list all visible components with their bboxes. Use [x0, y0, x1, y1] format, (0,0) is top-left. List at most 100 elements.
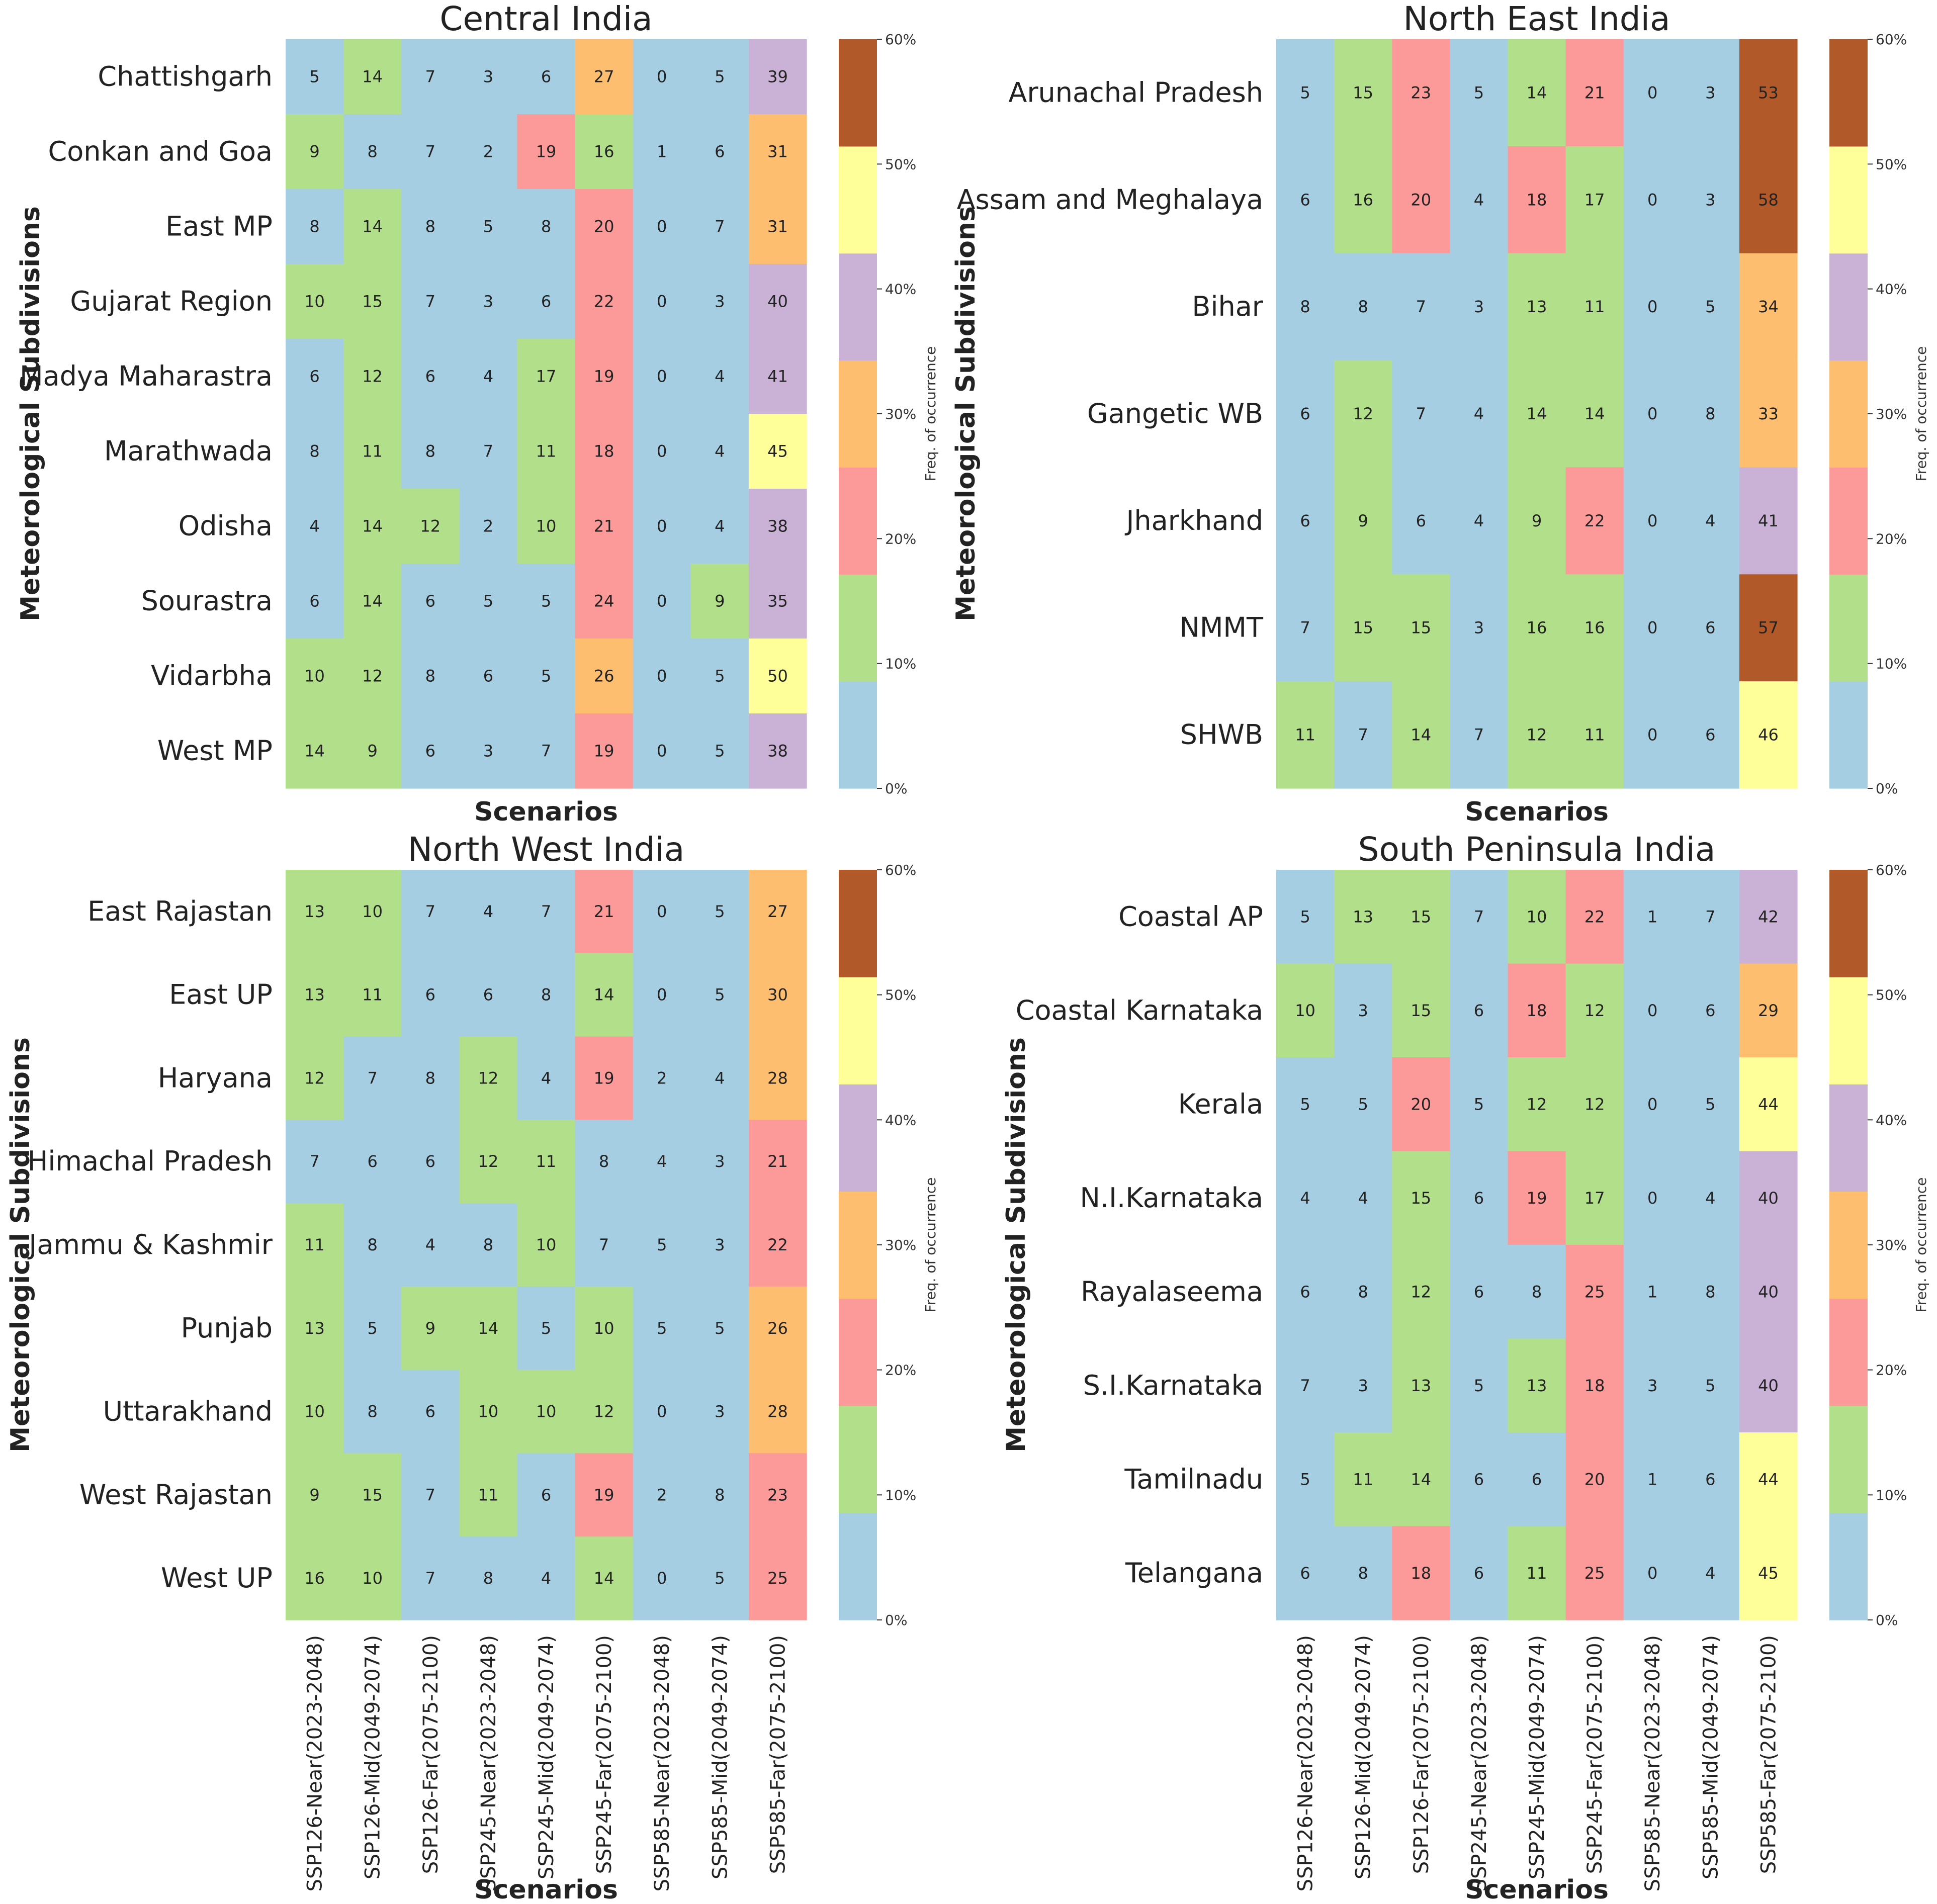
y-tick-label: West Rajastan	[79, 1479, 273, 1510]
cell-value-label: 6	[1300, 1564, 1310, 1583]
colorbar-segment	[1829, 39, 1868, 147]
heatmap-cell	[517, 1036, 576, 1120]
heatmap-cell	[517, 870, 576, 954]
heatmap-cell	[1681, 574, 1740, 682]
cell-value-label: 40	[1758, 1189, 1779, 1208]
cell-value-label: 0	[1647, 1095, 1657, 1114]
heatmap-cell	[1623, 870, 1682, 964]
heatmap-cell	[1334, 1526, 1392, 1620]
colorbar-segment	[839, 1298, 877, 1406]
heatmap-cell	[459, 1203, 518, 1287]
x-tick-label: SSP126-Far(2075-2100)	[419, 1635, 443, 1874]
cell-value-label: 15	[1411, 907, 1431, 926]
cell-value-label: 6	[541, 292, 551, 311]
colorbar-tick-label: 10%	[885, 656, 916, 672]
cell-value-label: 6	[425, 985, 435, 1005]
colorbar-tick-label: 10%	[885, 1487, 916, 1503]
cell-value-label: 15	[1353, 618, 1373, 638]
cell-value-label: 46	[1758, 726, 1779, 745]
cell-value-label: 13	[1353, 907, 1373, 926]
heatmap-cell	[1334, 574, 1392, 682]
cell-value-label: 19	[1527, 1189, 1547, 1208]
cell-value-label: 21	[594, 517, 614, 536]
cell-value-label: 44	[1758, 1095, 1779, 1114]
cell-value-label: 13	[1527, 1376, 1547, 1395]
cell-value-label: 9	[1532, 511, 1542, 530]
heatmap-cell	[401, 713, 460, 789]
cell-value-label: 7	[1705, 907, 1715, 926]
heatmap-cell	[575, 414, 634, 489]
cell-value-label: 16	[1527, 618, 1547, 638]
heatmap-cell	[1739, 1432, 1798, 1527]
cell-value-label: 20	[1584, 1470, 1605, 1489]
cell-value-label: 0	[1647, 1189, 1657, 1208]
heatmap-cell	[633, 1203, 691, 1287]
cell-value-label: 16	[1353, 190, 1373, 209]
cell-value-label: 11	[304, 1235, 325, 1254]
heatmap-cell	[748, 953, 807, 1037]
colorbar-tick-label: 10%	[1876, 656, 1907, 672]
heatmap-cell	[575, 1203, 634, 1287]
heatmap-cell	[633, 339, 691, 414]
x-tick-label: SSP245-Far(2075-2100)	[1583, 1635, 1607, 1874]
heatmap-cell	[401, 39, 460, 115]
cell-value-label: 10	[362, 902, 383, 921]
cell-value-label: 0	[657, 442, 667, 461]
cell-value-label: 0	[657, 517, 667, 536]
heatmap-cell	[1565, 963, 1624, 1058]
colorbar: 0% 10% 20% 30% 40% 50% 60% Freq. of occurrence	[1829, 862, 1929, 1628]
cell-value-label: 16	[594, 142, 614, 161]
heatmap-cell	[1276, 870, 1335, 964]
cell-value-label: 7	[425, 1569, 435, 1588]
cell-value-label: 25	[1584, 1282, 1605, 1301]
y-tick-label: Rayalaseema	[1081, 1276, 1263, 1307]
heatmap-cell	[1681, 1245, 1740, 1339]
heatmap-cell	[1392, 1245, 1450, 1339]
colorbar-tick-label: 60%	[885, 862, 916, 878]
heatmap-cell	[1392, 574, 1450, 682]
cell-value-label: 8	[309, 217, 319, 236]
heatmap-cell	[1565, 1526, 1624, 1620]
heatmap-cell	[1508, 574, 1566, 682]
colorbar-label: Freq. of occurrence	[922, 1177, 939, 1313]
heatmap-cell	[748, 1036, 807, 1120]
heatmap-cell	[748, 1453, 807, 1537]
cell-value-label: 14	[362, 67, 383, 86]
heatmap-cell	[633, 1453, 691, 1537]
heatmap-cell	[517, 264, 576, 339]
colorbar-tick-label: 0%	[885, 780, 907, 797]
heatmap-cell	[1681, 963, 1740, 1058]
colorbar-segment	[1829, 253, 1868, 361]
heatmap-cell	[1450, 39, 1509, 147]
heatmap-cell	[459, 1453, 518, 1537]
heatmap-cell	[517, 639, 576, 714]
cell-value-label: 8	[367, 1402, 377, 1421]
cell-value-label: 7	[483, 442, 493, 461]
y-tick-label: Coastal Karnataka	[1016, 994, 1263, 1026]
heatmap-cell	[1450, 681, 1509, 789]
cell-value-label: 4	[1474, 511, 1484, 530]
y-axis-title: Meteorological Subdivisions	[1001, 1037, 1031, 1453]
cell-value-label: 8	[1705, 1282, 1715, 1301]
y-tick-label: West UP	[161, 1562, 273, 1594]
cell-value-label: 6	[1705, 1470, 1715, 1489]
heatmap-cell	[690, 189, 749, 264]
cell-value-label: 4	[1300, 1189, 1310, 1208]
cell-value-label: 21	[594, 902, 614, 921]
heatmap-cell	[343, 870, 402, 954]
heatmap-cell	[1681, 1338, 1740, 1433]
colorbar-segment	[1829, 1512, 1868, 1620]
heatmap-cell	[633, 489, 691, 564]
heatmap-cell	[459, 264, 518, 339]
heatmap-cell	[286, 1203, 344, 1287]
cell-value-label: 18	[594, 442, 614, 461]
cell-value-label: 8	[425, 1068, 435, 1087]
heatmap-cell	[748, 639, 807, 714]
cell-value-label: 18	[1411, 1564, 1431, 1583]
heatmap-cell	[1565, 1338, 1624, 1433]
colorbar-tick-label: 30%	[885, 1237, 916, 1253]
heatmap-cell	[1392, 1432, 1450, 1527]
colorbar-segment	[839, 977, 877, 1084]
heatmap-cell	[1739, 963, 1798, 1058]
heatmap-cell	[1681, 253, 1740, 361]
